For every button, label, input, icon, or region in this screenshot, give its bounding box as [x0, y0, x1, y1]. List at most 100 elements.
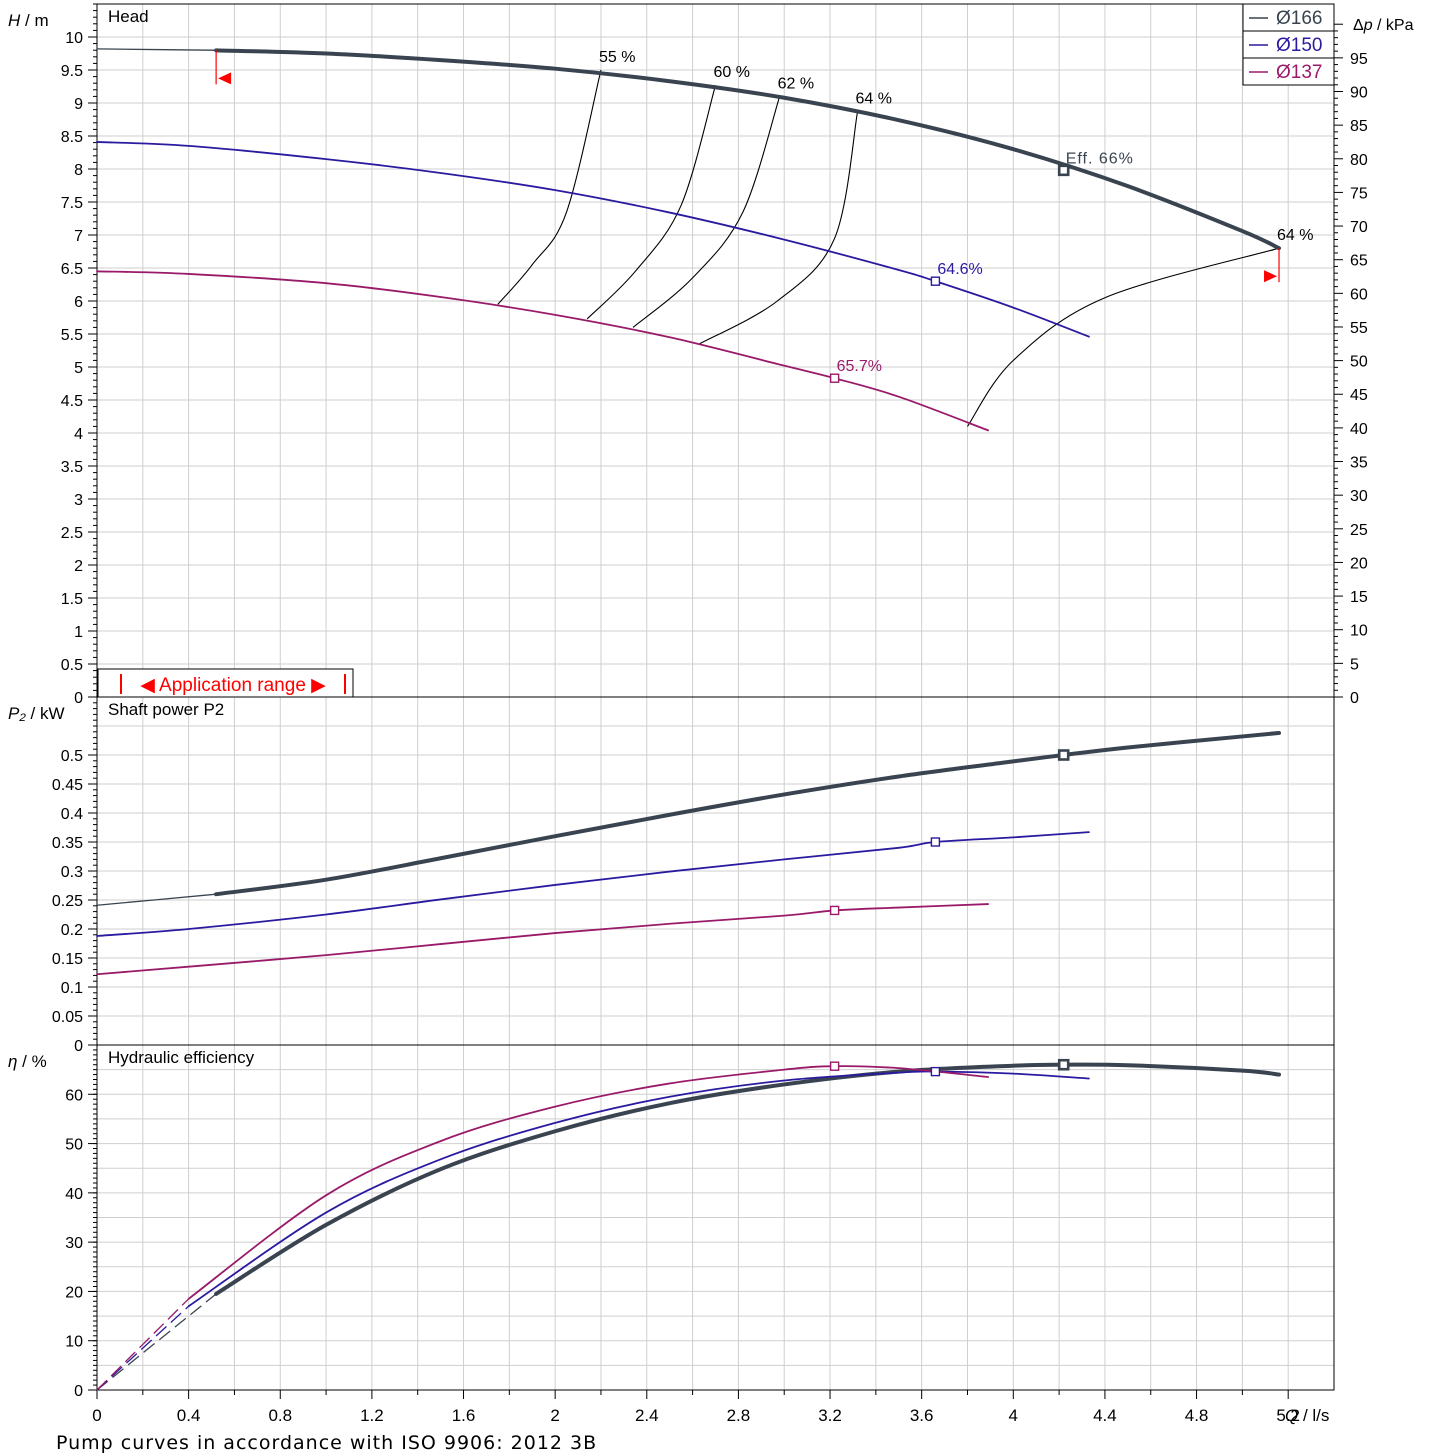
y2-tick-label: 95	[1350, 51, 1368, 68]
x-tick-label: 2.4	[635, 1406, 659, 1425]
curve-power-Ø166	[214, 730, 1282, 897]
y2-axis-label: Δp / kPa	[1353, 17, 1414, 34]
app-range-max-arrow	[1264, 270, 1278, 283]
y-tick-label: 8	[74, 162, 83, 179]
y-tick-label: 0.05	[52, 1009, 83, 1026]
bep-label-Ø150: 64.6%	[937, 261, 982, 278]
y2-tick-label: 75	[1350, 185, 1368, 202]
y2-tick-label: 5	[1350, 656, 1359, 673]
y-tick-label: 5	[74, 360, 83, 377]
x-tick-label: 1.2	[360, 1406, 384, 1425]
y-tick-label: 0.5	[61, 657, 83, 674]
y-tick-label: 2	[74, 558, 83, 575]
curve-dashed-Ø137	[96, 1298, 190, 1391]
y2-tick-label: 45	[1350, 387, 1368, 404]
y2-tick-label: 0	[1350, 690, 1359, 707]
bep-label-Ø137: 65.7%	[837, 358, 882, 375]
bep-marker-Ø166	[1057, 749, 1070, 761]
curve-head-Ø150	[96, 141, 1090, 338]
y-axis-label: η / %	[8, 1052, 47, 1071]
x-tick-label: 0	[92, 1406, 101, 1425]
x-tick-label: 5.2	[1276, 1406, 1300, 1425]
app-range-label: ◀ Application range ▶	[140, 675, 326, 696]
y-tick-label: 0.5	[61, 748, 83, 765]
y2-tick-label: 15	[1350, 589, 1368, 606]
y-tick-label: 0.45	[52, 777, 83, 794]
iso-line	[967, 247, 1280, 427]
y-tick-label: 0	[74, 1383, 83, 1400]
y2-tick-label: 40	[1350, 421, 1368, 438]
x-tick-label: 2.8	[727, 1406, 751, 1425]
curve-head-Ø137	[96, 270, 989, 432]
y-tick-label: 4	[74, 426, 83, 443]
iso-line	[699, 111, 859, 345]
x-axis-label: Q / l/s	[1285, 1406, 1329, 1425]
x-tick-label: 4.4	[1093, 1406, 1117, 1425]
panel-title: Shaft power P2	[108, 700, 224, 719]
y-tick-label: 8.5	[61, 129, 83, 146]
y-tick-label: 30	[65, 1235, 83, 1252]
bep-marker-Ø150	[930, 276, 941, 286]
y2-tick-label: 70	[1350, 219, 1368, 236]
pump-curves	[96, 48, 1282, 1391]
y-tick-label: 9.5	[61, 63, 83, 80]
iso-label: 55 %	[599, 49, 635, 66]
y-tick-label: 0	[74, 690, 83, 707]
panel-frame	[96, 3, 1335, 698]
y-tick-label: 9	[74, 96, 83, 113]
y2-tick-label: 85	[1350, 118, 1368, 135]
y-tick-label: 0.4	[61, 806, 83, 823]
legend-entry-label: Ø166	[1276, 8, 1322, 29]
x-tick-label: 4	[1009, 1406, 1018, 1425]
iso-label: 64 %	[1277, 227, 1313, 244]
bep-marker-Ø150	[930, 837, 941, 847]
bep-marker-Ø166	[1057, 164, 1070, 177]
y-tick-label: 2.5	[61, 525, 83, 542]
x-tick-label: 2	[550, 1406, 559, 1425]
legend: Ø166 Ø150 Ø137	[1242, 3, 1335, 86]
iso-line	[586, 85, 717, 320]
bep-marker-Ø137	[829, 373, 840, 383]
x-tick-label: 0.8	[268, 1406, 292, 1425]
curve-efficiency-Ø150	[187, 1070, 1090, 1308]
y-tick-label: 0	[74, 1038, 83, 1055]
curve-efficiency-Ø166	[214, 1062, 1282, 1296]
y-tick-label: 6.5	[61, 261, 83, 278]
y-tick-label: 5.5	[61, 327, 83, 344]
curve-dashed-Ø166	[96, 1297, 212, 1391]
legend-entry-label: Ø137	[1276, 62, 1322, 83]
x-tick-label: 0.4	[177, 1406, 201, 1425]
y-tick-label: 7	[74, 228, 83, 245]
y-tick-label: 10	[65, 1334, 83, 1351]
curve-thin-Ø166	[96, 48, 223, 51]
y-axis-label: P₂ / kW	[8, 704, 65, 723]
curve-power-Ø150	[96, 831, 1090, 937]
y-tick-label: 60	[65, 1087, 83, 1104]
y-tick-label: 40	[65, 1186, 83, 1203]
legend-entry-label: Ø150	[1276, 35, 1322, 56]
iso-label: 64 %	[856, 91, 892, 108]
y-tick-label: 10	[65, 30, 83, 47]
y2-tick-label: 30	[1350, 488, 1368, 505]
y-tick-label: 20	[65, 1284, 83, 1301]
panel-title: Hydraulic efficiency	[108, 1048, 255, 1067]
iso-efficiency-lines	[497, 69, 1280, 427]
y2-tick-label: 50	[1350, 354, 1368, 371]
y-tick-label: 6	[74, 294, 83, 311]
y-tick-label: 3.5	[61, 459, 83, 476]
curve-efficiency-Ø137	[187, 1065, 989, 1300]
y2-tick-label: 55	[1350, 320, 1368, 337]
y2-tick-label: 80	[1350, 152, 1368, 169]
bep-marker-Ø150	[930, 1066, 941, 1077]
bep-marker-Ø137	[829, 1061, 840, 1071]
y-tick-label: 3	[74, 492, 83, 509]
curve-thin-Ø166	[96, 893, 217, 906]
panel-frames	[96, 3, 1335, 1391]
y-tick-label: 1.5	[61, 591, 83, 608]
panel-title: Head	[108, 7, 149, 26]
app-range-box	[97, 668, 354, 698]
bep-markers	[215, 50, 1280, 1077]
y-axis-label: H / m	[8, 11, 49, 30]
footer-note: Pump curves in accordance with ISO 9906:…	[56, 1432, 598, 1454]
